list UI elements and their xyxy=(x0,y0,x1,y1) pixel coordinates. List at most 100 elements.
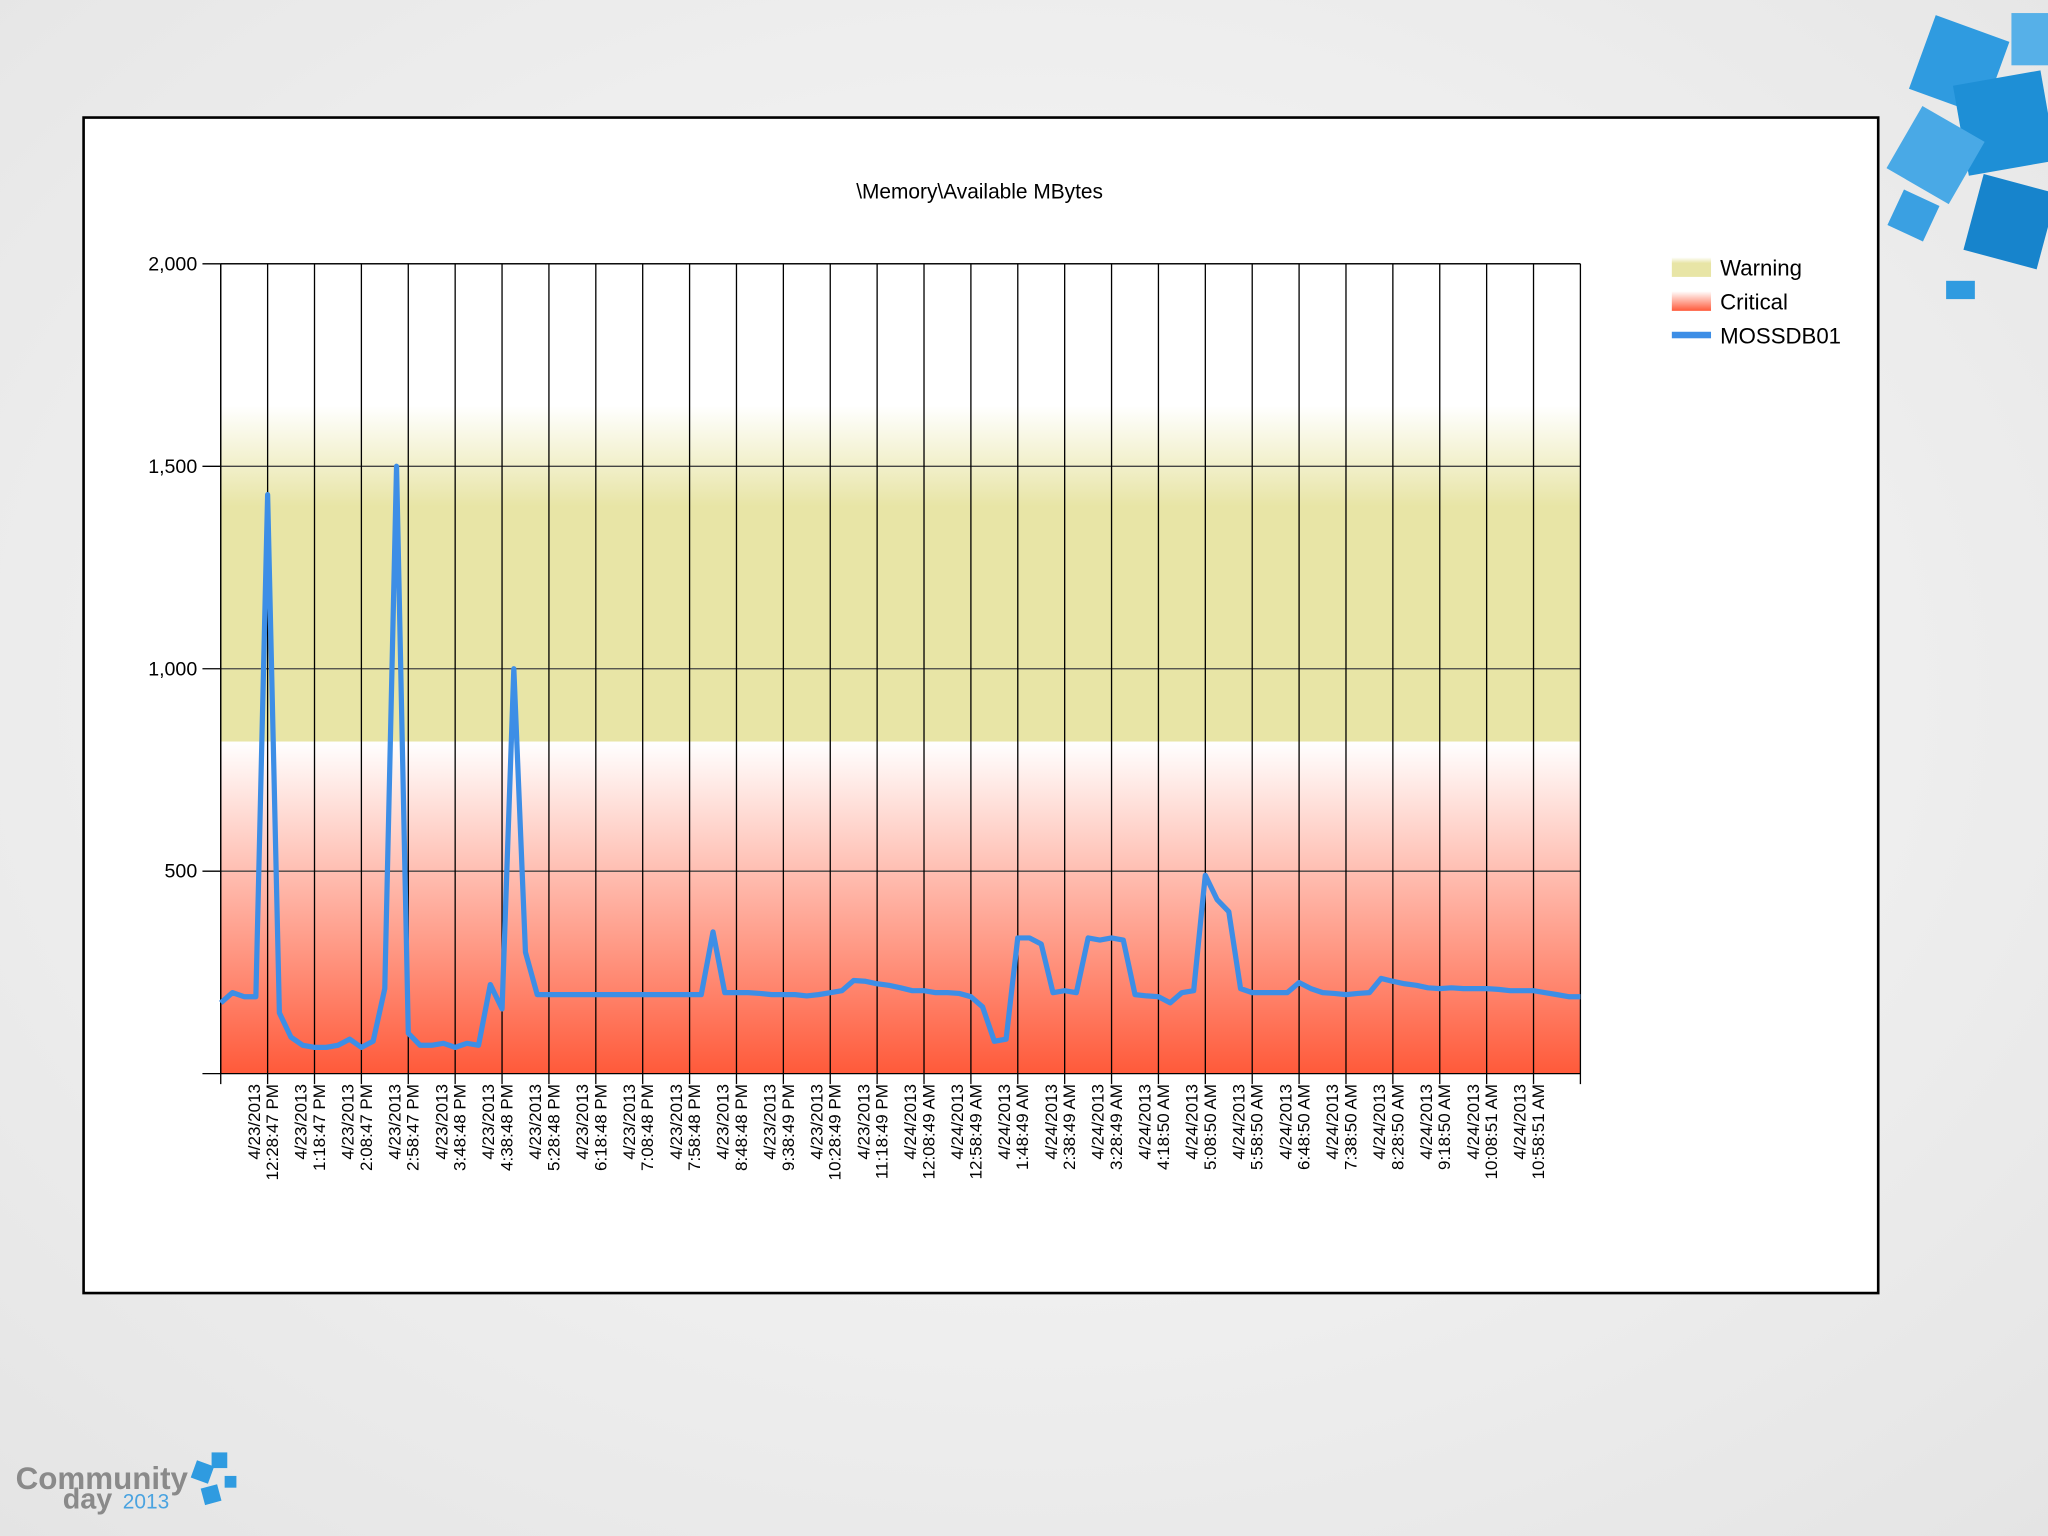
x-tick-label-box: 4/23/2013 6:18:48 PM xyxy=(573,1084,611,1171)
x-tick-label-group: 4/24/2013 8:28:50 AM xyxy=(1370,1084,1408,1170)
logo-year: 2013 xyxy=(123,1491,169,1514)
x-tick-label: 4/24/2013 1:48:49 AM xyxy=(995,1084,1033,1170)
logo-sub: day xyxy=(63,1484,113,1516)
x-tick-label: 4/23/2013 2:08:47 PM xyxy=(339,1084,376,1171)
x-tick-label-group: 4/24/2013 4:18:50 AM xyxy=(1136,1084,1173,1170)
x-tick-label-group: 4/23/2013 7:08:48 PM xyxy=(620,1084,658,1171)
x-tick-label-box: 4/24/2013 5:58:50 AM xyxy=(1230,1084,1267,1170)
x-tick-label-group: 4/23/2013 12:28:47 PM xyxy=(245,1084,282,1181)
x-tick-label-box: 4/23/2013 8:48:48 PM xyxy=(714,1084,751,1171)
x-tick-label: 4/23/2013 11:18:49 PM xyxy=(854,1084,892,1180)
x-tick-label-box: 4/24/2013 12:58:49 AM xyxy=(948,1084,986,1180)
x-tick-label: 4/23/2013 8:48:48 PM xyxy=(714,1084,751,1171)
x-tick-label: 4/23/2013 9:38:49 PM xyxy=(761,1084,798,1171)
y-tick-label: 2,000 xyxy=(148,253,197,275)
y-tick-label: 1,000 xyxy=(148,658,197,680)
x-tick-label-box: 4/23/2013 7:08:48 PM xyxy=(620,1084,658,1171)
x-tick-label: 4/24/2013 8:28:50 AM xyxy=(1370,1084,1408,1170)
x-tick-label: 4/23/2013 7:58:48 PM xyxy=(667,1084,704,1171)
x-tick-label-group: 4/23/2013 7:58:48 PM xyxy=(667,1084,704,1171)
x-tick-label-box: 4/24/2013 9:18:50 AM xyxy=(1417,1084,1455,1170)
x-tick-label-box: 4/23/2013 7:58:48 PM xyxy=(667,1084,704,1171)
x-tick-label-box: 4/24/2013 10:08:51 AM xyxy=(1464,1084,1502,1180)
x-tick-label-box: 4/23/2013 11:18:49 PM xyxy=(854,1084,892,1180)
x-tick-label: 4/23/2013 12:28:47 PM xyxy=(245,1084,282,1181)
x-tick-label-group: 4/23/2013 9:38:49 PM xyxy=(761,1084,798,1171)
y-tick-label: 1,500 xyxy=(148,456,197,478)
x-tick-label-box: 4/24/2013 8:28:50 AM xyxy=(1370,1084,1408,1170)
x-tick-label-group: 4/24/2013 12:08:49 AM xyxy=(901,1084,939,1180)
threshold-band xyxy=(220,405,1581,742)
x-tick-label: 4/23/2013 10:28:49 PM xyxy=(808,1084,845,1181)
x-tick-label-group: 4/23/2013 10:28:49 PM xyxy=(808,1084,845,1181)
x-tick-label-group: 4/23/2013 1:18:47 PM xyxy=(292,1084,329,1171)
x-tick-label-group: 4/24/2013 9:18:50 AM xyxy=(1417,1084,1455,1170)
chart-title: \Memory\Available MBytes xyxy=(856,181,1103,204)
x-tick-label-group: 4/24/2013 10:08:51 AM xyxy=(1464,1084,1502,1180)
x-tick-label: 4/24/2013 3:28:49 AM xyxy=(1089,1084,1126,1170)
x-tick-label: 4/24/2013 2:38:49 AM xyxy=(1042,1084,1080,1170)
legend-label: MOSSDB01 xyxy=(1720,324,1841,349)
x-tick-label: 4/24/2013 7:38:50 AM xyxy=(1323,1084,1361,1170)
series-line xyxy=(219,463,1581,1050)
x-tick-label-box: 4/24/2013 6:48:50 AM xyxy=(1276,1084,1314,1170)
legend-swatch xyxy=(1671,257,1712,277)
logo-word: Community xyxy=(16,1461,189,1496)
x-tick-label-box: 4/24/2013 10:58:51 AM xyxy=(1511,1084,1548,1180)
x-tick-label: 4/24/2013 5:08:50 AM xyxy=(1183,1084,1220,1170)
y-tick-label: 500 xyxy=(165,861,198,883)
x-tick-label-box: 4/23/2013 2:08:47 PM xyxy=(339,1084,376,1171)
x-tick-label-box: 4/23/2013 9:38:49 PM xyxy=(761,1084,798,1171)
x-tick-label: 4/23/2013 5:28:48 PM xyxy=(526,1084,564,1171)
x-tick-label: 4/24/2013 9:18:50 AM xyxy=(1417,1084,1455,1170)
legend-swatch xyxy=(1671,331,1712,339)
x-tick-label: 4/23/2013 7:08:48 PM xyxy=(620,1084,658,1171)
x-tick-label-box: 4/24/2013 7:38:50 AM xyxy=(1323,1084,1361,1170)
x-tick-label-box: 4/23/2013 1:18:47 PM xyxy=(292,1084,329,1171)
x-tick-label: 4/23/2013 1:18:47 PM xyxy=(292,1084,329,1171)
x-tick-label: 4/23/2013 6:18:48 PM xyxy=(573,1084,611,1171)
x-tick-label-box: 4/23/2013 12:28:47 PM xyxy=(245,1084,282,1181)
x-tick-label-box: 4/24/2013 12:08:49 AM xyxy=(901,1084,939,1180)
x-tick-label-group: 4/23/2013 2:58:47 PM xyxy=(386,1084,423,1171)
x-tick-label-box: 4/23/2013 5:28:48 PM xyxy=(526,1084,564,1171)
x-tick-label: 4/23/2013 2:58:47 PM xyxy=(386,1084,423,1171)
decoration-cubes xyxy=(1886,13,2048,300)
logo-cubes xyxy=(190,1452,237,1506)
x-tick-label: 4/24/2013 10:58:51 AM xyxy=(1511,1084,1548,1180)
x-tick-label: 4/24/2013 12:58:49 AM xyxy=(948,1084,986,1180)
x-tick-label: 4/24/2013 12:08:49 AM xyxy=(901,1084,939,1180)
x-tick-label-group: 4/23/2013 8:48:48 PM xyxy=(714,1084,751,1171)
x-tick-label-box: 4/23/2013 3:48:48 PM xyxy=(432,1084,470,1171)
x-tick-label-box: 4/24/2013 3:28:49 AM xyxy=(1089,1084,1126,1170)
x-tick-label-box: 4/23/2013 2:58:47 PM xyxy=(386,1084,423,1171)
x-tick-label-group: 4/24/2013 3:28:49 AM xyxy=(1089,1084,1126,1170)
legend-label: Warning xyxy=(1720,256,1802,281)
x-tick-label-group: 4/23/2013 4:38:48 PM xyxy=(479,1084,517,1171)
x-tick-label: 4/23/2013 4:38:48 PM xyxy=(479,1084,517,1171)
x-tick-label-group: 4/24/2013 2:38:49 AM xyxy=(1042,1084,1080,1170)
x-tick-label-box: 4/24/2013 1:48:49 AM xyxy=(995,1084,1033,1170)
x-tick-label-group: 4/23/2013 5:28:48 PM xyxy=(526,1084,564,1171)
x-tick-label: 4/24/2013 6:48:50 AM xyxy=(1276,1084,1314,1170)
x-tick-label-box: 4/23/2013 4:38:48 PM xyxy=(479,1084,517,1171)
x-tick-label-group: 4/23/2013 11:18:49 PM xyxy=(854,1084,892,1180)
x-tick-label: 4/24/2013 5:58:50 AM xyxy=(1230,1084,1267,1170)
x-tick-label-group: 4/24/2013 5:08:50 AM xyxy=(1183,1084,1220,1170)
x-tick-label-group: 4/23/2013 2:08:47 PM xyxy=(339,1084,376,1171)
x-tick-label-box: 4/24/2013 4:18:50 AM xyxy=(1136,1084,1173,1170)
x-tick-label-group: 4/24/2013 7:38:50 AM xyxy=(1323,1084,1361,1170)
x-tick-label-box: 4/23/2013 10:28:49 PM xyxy=(808,1084,845,1181)
logo: Community day 2013 xyxy=(16,1452,237,1516)
x-tick-label-group: 4/24/2013 12:58:49 AM xyxy=(948,1084,986,1180)
x-tick-label-box: 4/24/2013 5:08:50 AM xyxy=(1183,1084,1220,1170)
x-tick-label: 4/24/2013 10:08:51 AM xyxy=(1464,1084,1502,1180)
legend-swatch xyxy=(1671,291,1712,311)
x-tick-label-group: 4/23/2013 3:48:48 PM xyxy=(432,1084,470,1171)
x-tick-label-group: 4/24/2013 6:48:50 AM xyxy=(1276,1084,1314,1170)
x-tick-label-box: 4/24/2013 2:38:49 AM xyxy=(1042,1084,1080,1170)
x-tick-label: 4/23/2013 3:48:48 PM xyxy=(432,1084,470,1171)
legend-label: Critical xyxy=(1720,290,1788,315)
